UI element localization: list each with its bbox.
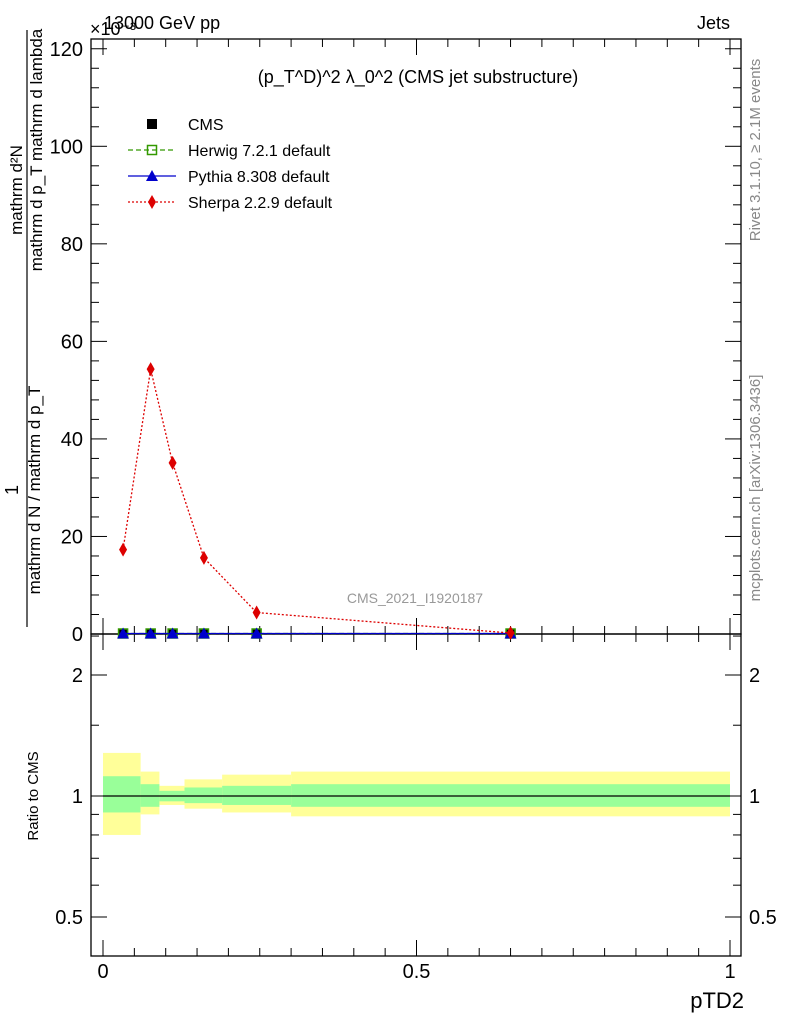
ratio-tick-label: 1 — [72, 786, 83, 808]
y-axis-label: mathrm d²N mathrm d p_T mathrm d lambda … — [2, 28, 46, 627]
legend-label: Sherpa 2.2.9 default — [188, 195, 333, 212]
x-tick-label: 0 — [97, 961, 108, 983]
legend-marker — [147, 119, 157, 129]
legend-marker — [146, 170, 158, 181]
x-axis-label: pTD2 — [690, 988, 744, 1013]
data-point — [506, 626, 515, 641]
legend-entry: Sherpa 2.2.9 default — [128, 195, 333, 212]
ratio-tick-label-right: 0.5 — [749, 907, 777, 929]
legend-entry: Herwig 7.2.1 default — [128, 143, 331, 160]
data-point — [119, 542, 128, 557]
y-tick-label: 0 — [72, 624, 83, 646]
stat-uncertainty-band — [103, 776, 141, 813]
data-point — [166, 627, 179, 639]
y-tick-label: 100 — [50, 136, 83, 158]
ratio-tick-label-right: 1 — [749, 786, 760, 808]
series-pythia — [117, 627, 517, 639]
data-point — [168, 455, 177, 470]
ratio-tick-label: 2 — [72, 665, 83, 687]
series-sherpa — [119, 362, 515, 641]
data-point — [146, 362, 155, 377]
stat-uncertainty-band — [222, 785, 292, 805]
data-point — [252, 605, 261, 620]
mcplots-label: mcplots.cern.ch [arXiv:1306.3436] — [747, 375, 764, 602]
data-series — [117, 362, 517, 641]
y-label-one: 1 — [2, 485, 22, 495]
legend-entry: Pythia 8.308 default — [128, 169, 330, 186]
y-tick-label: 40 — [61, 429, 83, 451]
y-label-denominator: mathrm d N / mathrm d p_T — [25, 386, 44, 595]
ratio-y-axis-label: Ratio to CMS — [25, 751, 42, 840]
data-point — [197, 627, 210, 639]
header-energy-label: 13000 GeV pp — [104, 13, 220, 33]
data-point — [144, 627, 157, 639]
series-line — [122, 369, 511, 634]
data-point — [250, 627, 263, 639]
legend-marker — [148, 195, 156, 209]
y-label-numerator-bottom: mathrm d p_T mathrm d lambda — [27, 28, 46, 271]
header-jets-label: Jets — [697, 13, 730, 33]
x-tick-label: 0.5 — [403, 961, 431, 983]
data-point — [199, 550, 208, 565]
ratio-bands — [103, 752, 730, 835]
y-tick-label: 20 — [61, 526, 83, 548]
data-point — [117, 627, 130, 639]
main-axes: 0 20 40 60 80 100 120 — [50, 38, 742, 646]
ratio-tick-label: 0.5 — [55, 907, 83, 929]
y-multiplier-label: ×10⁻³ — [90, 19, 136, 39]
legend-label: CMS — [188, 117, 224, 134]
x-tick-label: 1 — [724, 961, 735, 983]
y-tick-label: 60 — [61, 331, 83, 353]
ratio-tick-label-right: 2 — [749, 665, 760, 687]
y-tick-label: 120 — [50, 39, 83, 61]
stat-uncertainty-band — [184, 787, 223, 804]
legend-entry: CMS — [147, 117, 224, 134]
ratio-axes: 0.5 0.5 1 1 2 2 0 0.5 1 — [55, 633, 777, 983]
legend-marker — [146, 144, 158, 156]
legend-label: Herwig 7.2.1 default — [188, 143, 331, 160]
rivet-version-label: Rivet 3.1.10, ≥ 2.1M events — [747, 59, 764, 242]
legend: CMS Herwig 7.2.1 default Pythia 8.308 defa… — [128, 117, 333, 212]
y-tick-label: 80 — [61, 234, 83, 256]
y-label-numerator-top: mathrm d²N — [7, 145, 26, 235]
analysis-watermark: CMS_2021_I1920187 — [347, 590, 483, 606]
legend-label: Pythia 8.308 default — [188, 169, 330, 186]
plot-title: (p_T^D)^2 λ_0^2 (CMS jet substructure) — [258, 67, 578, 88]
